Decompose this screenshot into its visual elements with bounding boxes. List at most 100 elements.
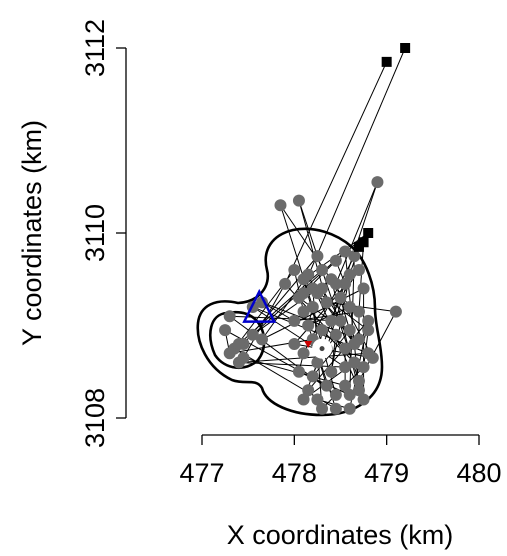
- location-fix-point: [316, 282, 329, 295]
- location-fix-point: [325, 365, 338, 378]
- location-fix-point: [339, 379, 352, 392]
- track-segment: [229, 315, 337, 396]
- x-tick-label: 478: [272, 458, 317, 488]
- home-range-contour: [196, 227, 384, 417]
- location-fix-point: [302, 319, 315, 332]
- location-fix-point: [357, 282, 370, 295]
- location-fix-point: [343, 402, 356, 415]
- dispersal-fix-point: [400, 43, 411, 53]
- location-fix-point: [302, 268, 315, 281]
- location-fix-point: [329, 277, 342, 290]
- location-fix-point: [343, 388, 356, 401]
- location-fix-point: [348, 356, 361, 369]
- location-fix-point: [256, 333, 269, 346]
- location-fix-point: [297, 305, 310, 318]
- track-segment: [335, 181, 378, 285]
- centroid-dot-marker: [319, 346, 325, 352]
- location-fix-point: [316, 264, 329, 276]
- location-fix-point: [306, 370, 319, 383]
- track-segment: [330, 334, 337, 372]
- location-fix-point: [357, 361, 370, 374]
- location-fix-point: [316, 402, 329, 415]
- location-fix-point: [343, 324, 356, 337]
- dispersal-fix-point: [381, 56, 392, 67]
- location-fix-point: [343, 268, 356, 281]
- track-segment: [335, 283, 351, 331]
- location-fix-point: [246, 328, 259, 341]
- track-segment: [312, 329, 351, 377]
- track-segment: [261, 274, 309, 340]
- location-fix-point: [334, 314, 347, 327]
- x-axis-title: X coordinates (km): [227, 520, 454, 550]
- location-fix-point: [311, 393, 324, 406]
- location-fix-point: [343, 301, 356, 313]
- location-fix-point: [362, 324, 375, 337]
- den-marker: [304, 341, 313, 348]
- location-fix-point: [329, 254, 342, 267]
- y-tick-label: 3108: [80, 388, 110, 448]
- location-fix-point: [339, 277, 352, 290]
- location-fix-point: [316, 324, 329, 337]
- track-segment: [252, 306, 346, 368]
- location-fix-point: [320, 379, 333, 392]
- location-fix-point: [357, 393, 370, 406]
- dispersal-fix-point: [353, 241, 364, 252]
- location-fix-point: [279, 277, 292, 290]
- location-fix-point: [371, 176, 384, 189]
- location-fix-point: [352, 264, 365, 276]
- location-fix-point: [288, 338, 301, 350]
- location-fix-point: [348, 338, 361, 350]
- marker-annotations: [242, 288, 333, 359]
- location-fix-point: [288, 314, 301, 327]
- y-tick-label: 3112: [80, 19, 110, 77]
- dispersal-track-segment: [284, 61, 388, 285]
- location-fix-point: [274, 199, 287, 212]
- location-fix-point: [329, 388, 342, 401]
- location-fix-point: [339, 361, 352, 374]
- location-fix-point: [232, 338, 245, 350]
- x-tick-label: 477: [179, 458, 224, 488]
- location-fix-point: [339, 245, 352, 258]
- location-fix-point: [320, 296, 333, 309]
- location-fix-point: [292, 194, 305, 207]
- location-fix-point: [325, 314, 338, 327]
- location-fix-point: [352, 305, 365, 318]
- location-fix-point: [292, 365, 305, 378]
- dispersal-track-segment: [358, 242, 365, 312]
- location-fix-point: [329, 402, 342, 415]
- location-fix-point: [389, 305, 402, 318]
- y-axis-ticks: 3108 3110 3112: [80, 19, 126, 448]
- x-axis-ticks: 477 478 479 480: [179, 435, 502, 488]
- location-fix-point: [297, 393, 310, 406]
- location-fix-point: [223, 310, 236, 323]
- location-fix-point: [362, 314, 375, 327]
- location-fix-point: [302, 384, 315, 397]
- x-tick-label: 479: [364, 458, 409, 488]
- dispersal-fix-point: [363, 228, 374, 238]
- x-tick-label: 480: [456, 458, 501, 488]
- location-fix-point: [311, 250, 324, 263]
- y-tick-label: 3110: [80, 204, 110, 262]
- location-fix-point: [352, 375, 365, 387]
- location-fix-point: [339, 342, 352, 355]
- location-fix-point: [223, 347, 236, 360]
- location-fix-point: [329, 328, 342, 341]
- location-fix-point: [297, 287, 310, 300]
- y-axis-title: Y coordinates (km): [17, 120, 47, 346]
- location-fix-point: [219, 324, 232, 337]
- location-fix-point: [366, 351, 379, 364]
- site-triangle-marker: [242, 288, 277, 323]
- location-fix-point: [237, 351, 250, 364]
- location-fix-point: [306, 301, 319, 313]
- track-segment: [261, 288, 364, 340]
- track-segment: [229, 315, 341, 322]
- track-segment: [238, 362, 346, 368]
- location-fix-point: [288, 264, 301, 276]
- track-segment: [321, 329, 355, 363]
- location-fix-point: [297, 347, 310, 360]
- location-fix-point: [348, 250, 361, 263]
- location-fix-point: [352, 384, 365, 397]
- location-fix-point: [311, 356, 324, 369]
- location-fix-point: [334, 291, 347, 304]
